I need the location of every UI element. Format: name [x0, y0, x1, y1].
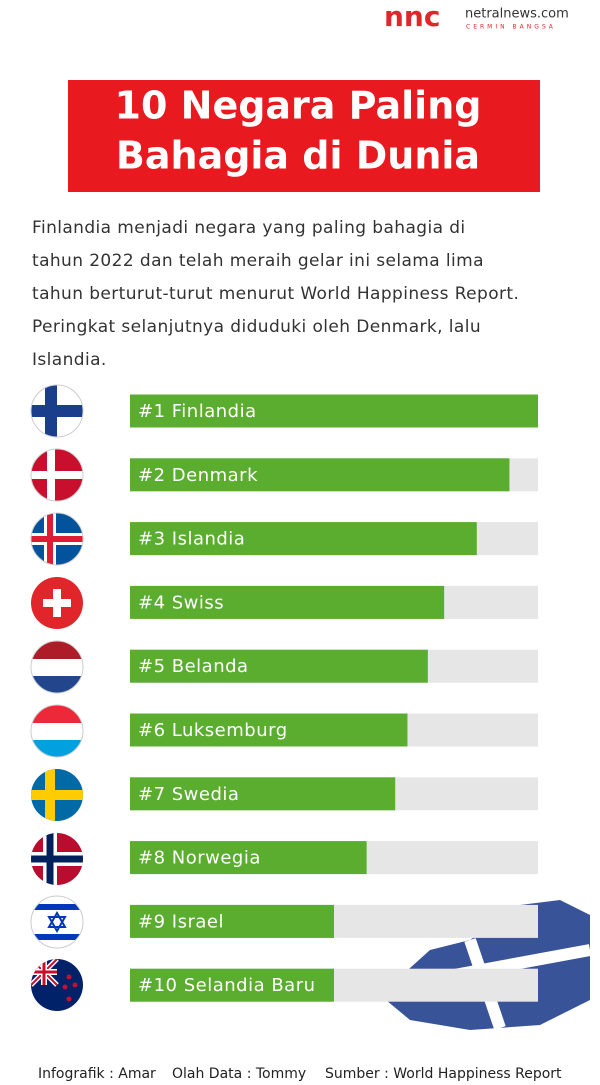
bar-label: #7 Swedia — [138, 784, 239, 805]
brand-logo: nnc — [384, 0, 440, 33]
footer-source: Sumber : World Happiness Report — [325, 1066, 562, 1082]
brand-site: netralnews.com — [465, 7, 569, 22]
flag-sweden — [31, 769, 83, 821]
flag-denmark — [30, 448, 84, 502]
flag-netherlands — [30, 640, 84, 694]
footer-credit: Olah Data : Tommy — [172, 1066, 307, 1082]
bar — [130, 394, 538, 428]
flag-finland — [30, 384, 84, 438]
bar — [130, 777, 396, 811]
bar — [130, 585, 445, 619]
bar — [130, 649, 428, 683]
chart-subtitle: Finlandia menjadi negara yang paling bah… — [32, 218, 520, 370]
bar-label: #2 Denmark — [138, 465, 258, 486]
flag-norway — [31, 833, 83, 885]
bar-label: #4 Swiss — [138, 592, 224, 613]
bar — [130, 522, 477, 556]
bar — [130, 713, 408, 747]
bar — [130, 968, 334, 1002]
flag-luxembourg — [30, 704, 84, 758]
footer-credit: Infografik : Amar — [38, 1066, 156, 1082]
title-banner — [68, 80, 540, 192]
bar-label: #6 Luksemburg — [138, 720, 288, 741]
flag-switzerland — [31, 577, 83, 629]
flag-new-zealand — [31, 959, 83, 1011]
flag-israel — [30, 895, 84, 949]
chart-title: Bahagia di Dunia — [116, 134, 480, 178]
bar — [130, 904, 334, 938]
bar-label: #1 Finlandia — [138, 401, 257, 422]
bar-label: #5 Belanda — [138, 656, 249, 677]
brand-tagline: CERMIN BANGSA — [466, 24, 556, 31]
bar — [130, 841, 367, 875]
bar-label: #10 Selandia Baru — [138, 975, 316, 996]
chart-title: 10 Negara Paling — [115, 84, 482, 128]
bar — [130, 458, 510, 492]
bar-label: #8 Norwegia — [138, 848, 261, 869]
flag-iceland — [30, 512, 84, 566]
bar-label: #3 Islandia — [138, 529, 245, 550]
bar-label: #9 Israel — [138, 911, 224, 932]
